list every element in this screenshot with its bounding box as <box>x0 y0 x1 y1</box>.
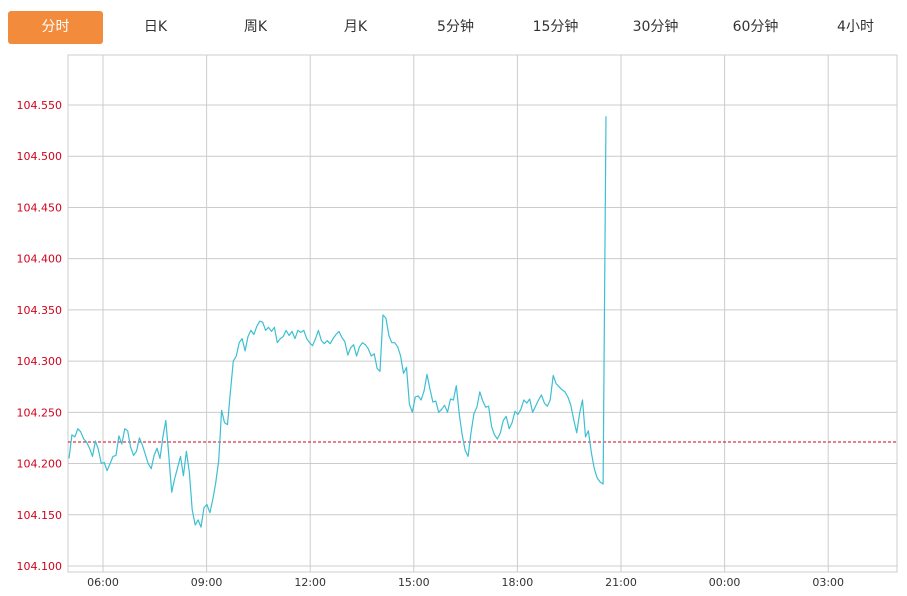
tab-60min[interactable]: 60分钟 <box>732 19 779 35</box>
y-tick-label: 104.250 <box>17 406 63 419</box>
x-axis-labels: 06:00 09:00 12:00 15:00 18:00 21:00 00:00 03:00 <box>87 576 844 589</box>
tab-4hour[interactable]: 4小时 <box>837 19 874 35</box>
y-tick-label: 104.200 <box>17 458 63 471</box>
tab-30min[interactable]: 30分钟 <box>632 19 679 35</box>
y-tick-label: 104.350 <box>17 304 63 317</box>
price-chart: 104.550 104.500 104.450 104.400 104.350 104.3… <box>17 54 898 589</box>
x-tick-label: 21:00 <box>605 576 637 589</box>
y-tick-label: 104.100 <box>17 560 63 573</box>
x-tick-label: 12:00 <box>294 576 326 589</box>
tab-5min[interactable]: 5分钟 <box>437 19 474 35</box>
tab-15min[interactable]: 15分钟 <box>532 19 579 35</box>
chart-grid <box>67 54 898 573</box>
y-tick-label: 104.450 <box>17 201 63 214</box>
x-tick-label: 15:00 <box>398 576 430 589</box>
y-tick-label: 104.400 <box>17 253 63 266</box>
tab-daily-k[interactable]: 日K <box>143 19 168 35</box>
x-tick-label: 00:00 <box>709 576 741 589</box>
x-tick-label: 09:00 <box>191 576 223 589</box>
y-tick-label: 104.550 <box>17 99 63 112</box>
y-tick-label: 104.150 <box>17 509 63 522</box>
y-axis-labels: 104.550 104.500 104.450 104.400 104.350 104.3… <box>17 99 63 573</box>
y-tick-label: 104.500 <box>17 150 63 163</box>
tab-weekly-k[interactable]: 周K <box>243 19 268 35</box>
x-tick-label: 18:00 <box>502 576 534 589</box>
tab-monthly-k[interactable]: 月K <box>343 19 368 35</box>
plot-border <box>67 54 898 573</box>
chart-period-tabs: 分时 日K 周K 月K 5分钟 15分钟 30分钟 60分钟 4小时 <box>0 0 907 50</box>
x-tick-label: 03:00 <box>812 576 844 589</box>
y-tick-label: 104.300 <box>17 355 63 368</box>
tab-intraday[interactable]: 分时 <box>8 11 103 44</box>
price-line <box>68 116 607 528</box>
x-tick-label: 06:00 <box>87 576 119 589</box>
